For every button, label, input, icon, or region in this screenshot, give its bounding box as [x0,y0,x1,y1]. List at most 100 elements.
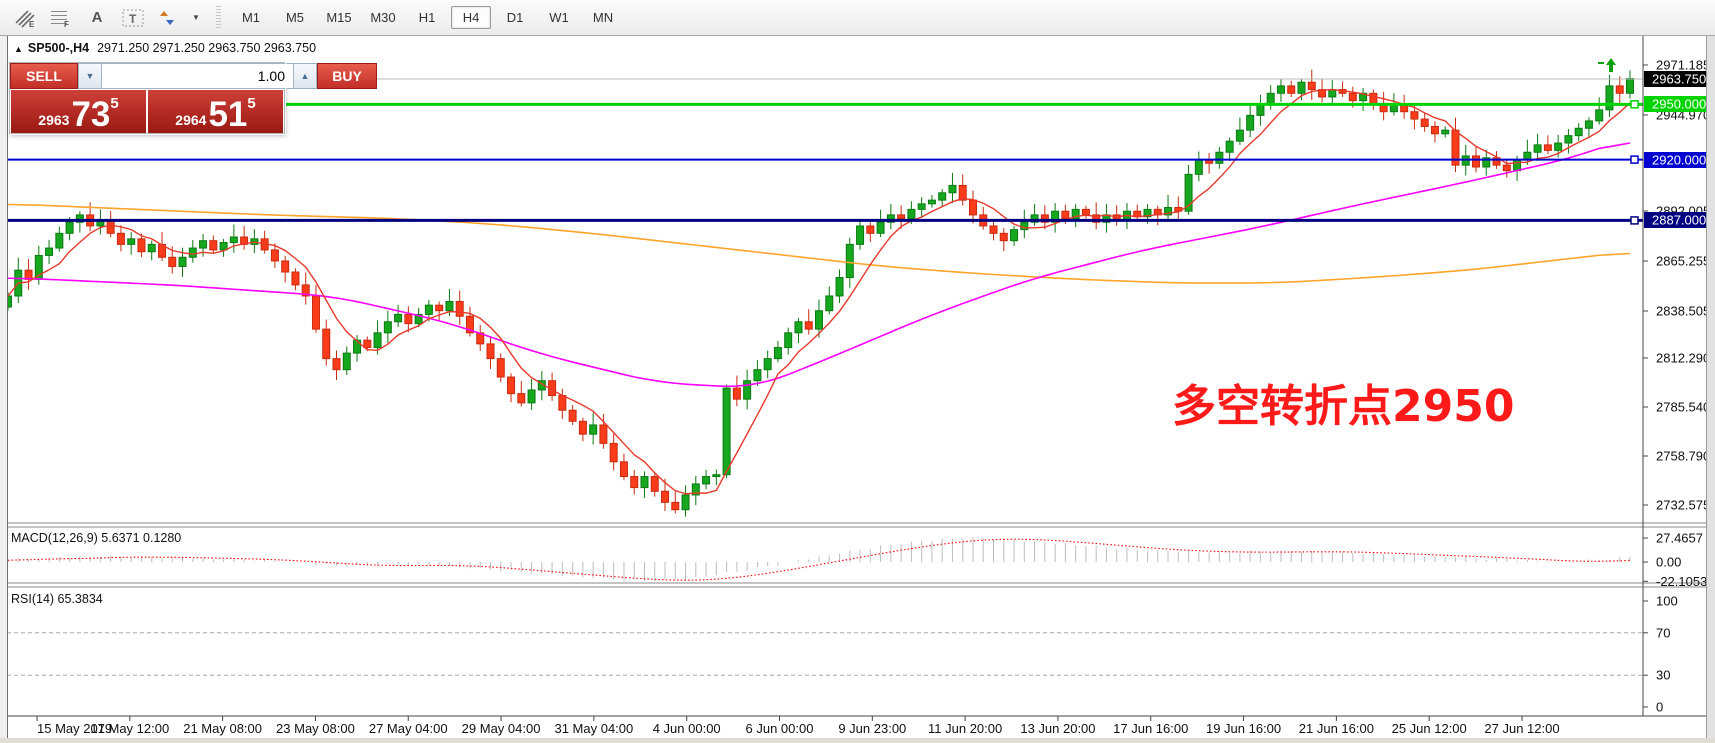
candle [363,339,372,349]
date-label: 21 May 08:00 [183,721,262,736]
candle [137,238,146,253]
candle [291,271,300,286]
collapse-triangle-icon[interactable]: ▲ [14,44,23,54]
candle [712,474,721,478]
tf-m1-button[interactable]: M1 [241,10,261,25]
candle [1410,111,1419,120]
level-handle[interactable] [1630,155,1639,164]
candle [1605,85,1614,111]
candle [527,389,536,404]
price-tick-label: 2838.505 [1656,304,1710,319]
volume-increase-button[interactable]: ▲ [293,63,317,89]
date-label: 17 Jun 16:00 [1113,721,1188,736]
date-label: 17 May 12:00 [90,721,169,736]
candle [1543,144,1552,151]
svg-text:F: F [64,20,69,28]
buy-button[interactable]: BUY [317,63,377,89]
price-badge [1644,212,1714,228]
macd-panel[interactable] [7,537,1631,582]
candle [794,321,803,334]
level-handle[interactable] [1630,100,1639,109]
buy-price-integer: 2964 [175,112,207,128]
candle [1215,151,1224,164]
candle [968,199,977,216]
candle [45,247,54,256]
date-label: 27 Jun 12:00 [1484,721,1559,736]
sell-price-fraction: 5 [110,95,119,112]
candle [599,424,608,444]
candle [209,240,218,251]
ma-fast-red [7,88,1631,495]
candle [1348,92,1357,102]
candle [1225,140,1234,153]
candle [394,313,403,323]
candle [640,476,649,489]
tf-mn-button[interactable]: MN [592,10,614,25]
candle [568,409,577,422]
candle [558,394,567,411]
volume-decrease-button[interactable]: ▼ [78,63,102,89]
chart-header: ▲ SP500-,H4 2971.250 2971.250 2963.750 296… [14,41,316,55]
tf-m5-button[interactable]: M5 [285,10,305,25]
candle [989,225,998,234]
candle [517,393,526,404]
candle [907,208,916,220]
caret-down-icon[interactable]: ▼ [192,13,200,22]
price-badge-label: 2963.750 [1652,72,1706,87]
candle [702,476,711,485]
sell-price-integer: 2963 [38,112,70,128]
candle [1092,214,1101,223]
tf-m15-button[interactable]: M15 [326,10,352,25]
candle [353,339,362,354]
candle [681,494,690,511]
timeframe-group: M1 M5 M15 M30 H1 H4 D1 W1 MN [229,6,625,29]
candle [445,300,454,312]
sell-price-tile[interactable]: 2963 73 5 [11,90,146,133]
price-badge-label: 2920.000 [1652,153,1706,168]
candle [1595,109,1604,122]
price-axis[interactable]: 2971.1852944.9702892.0052865.2552838.505… [1643,58,1714,513]
buy-price-tile[interactable]: 2964 51 5 [148,90,283,133]
candle [1051,210,1060,223]
candle [938,192,947,201]
text-label-icon[interactable]: A [91,9,103,26]
price-badge [1644,152,1714,168]
arrange-icon[interactable] [154,5,184,31]
candle [589,424,598,435]
sell-button[interactable]: SELL [10,63,78,89]
toolbar-separator [216,5,221,30]
candle [1513,159,1522,172]
buy-price-main: 51 [208,95,248,135]
tf-h4-button[interactable]: H4 [451,6,491,29]
tf-w1-button[interactable]: W1 [549,10,569,25]
candle [856,225,865,245]
tf-m30-button[interactable]: M30 [370,10,396,25]
candle [1554,142,1563,151]
text-annotation[interactable]: 多空转折点2950 [1172,381,1515,432]
indicators-icon[interactable]: E [10,5,40,31]
rsi-tick-label: 30 [1656,668,1670,683]
date-label: 31 May 04:00 [554,721,633,736]
tf-d1-button[interactable]: D1 [506,10,524,25]
candle [1502,164,1511,172]
candle [876,221,885,234]
candle [1276,85,1285,94]
tf-h1-button[interactable]: H1 [418,10,436,25]
text-box-icon[interactable]: T [118,5,148,31]
level-handle[interactable] [1630,216,1639,225]
candle [1256,103,1265,116]
main-chart-area[interactable] [0,58,1643,517]
indicator-axes[interactable]: 27.4657 0.00 -22.1053 100 70 30 0 [1643,530,1707,715]
grid-icon[interactable]: F [46,5,76,31]
rsi-panel[interactable] [0,624,1643,680]
volume-input[interactable] [102,63,293,89]
candle [1266,92,1275,105]
candle [486,343,495,360]
rsi-tick-label: 0 [1656,700,1663,715]
date-label: 15 May 2019 [37,721,112,736]
ma-slow-orange [7,203,1631,284]
candle [743,380,752,400]
macd-signal-line [7,538,1631,581]
